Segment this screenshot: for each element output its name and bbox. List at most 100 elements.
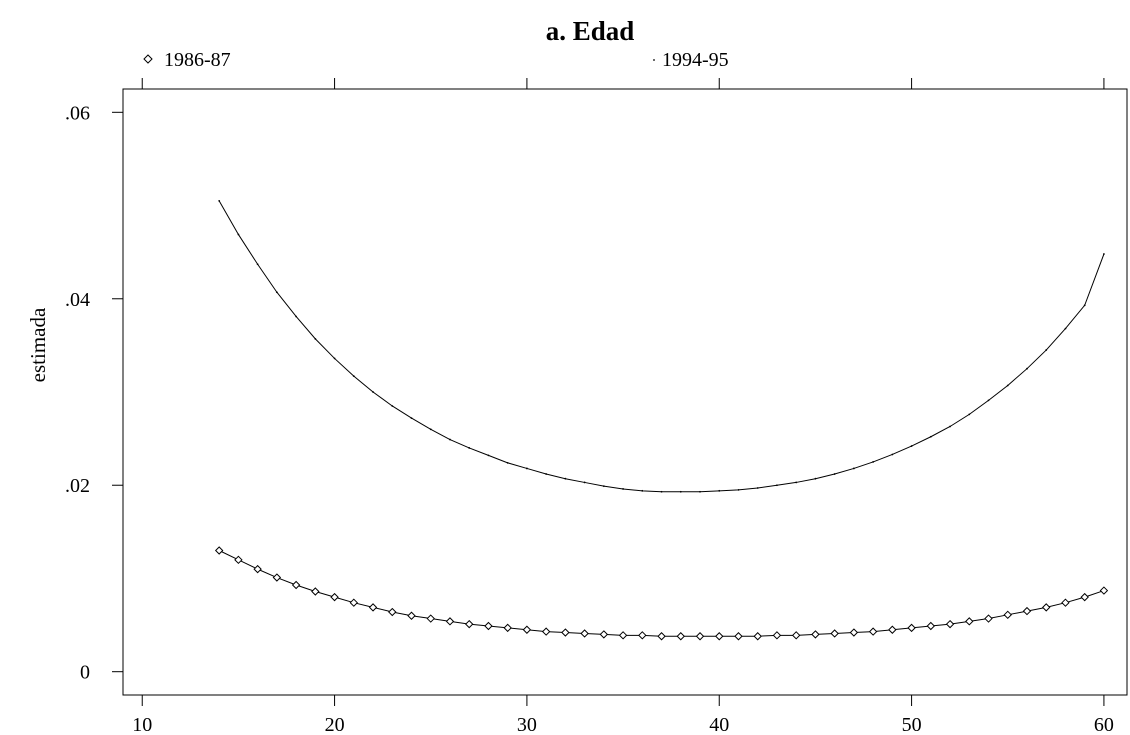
data-point-1994-95-37 [660, 490, 663, 493]
data-point-1994-95-20 [333, 357, 336, 360]
data-point-1994-95-29 [506, 461, 509, 464]
data-point-1994-95-39 [699, 490, 701, 493]
data-point-1994-95-50 [910, 445, 913, 447]
data-point-1986-87-22 [368, 603, 378, 612]
data-point-1986-87-23 [388, 607, 397, 617]
data-point-1986-87-33 [580, 629, 589, 638]
series-line-1994-95 [218, 200, 1105, 493]
data-point-1994-95-52 [949, 425, 951, 428]
y-tick-label-.04: .04 [65, 289, 90, 311]
data-point-1986-87-15 [234, 555, 243, 565]
data-point-1986-87-56 [1022, 606, 1032, 616]
data-point-1986-87-14 [214, 546, 224, 555]
y-tick-label-.02: .02 [65, 475, 90, 497]
x-tick-label-60: 60 [1094, 714, 1114, 735]
data-point-1986-87-24 [407, 611, 416, 620]
data-point-1994-95-31 [545, 473, 548, 475]
data-point-1994-95-26 [449, 438, 451, 441]
legend-marker-1994-95 [653, 59, 655, 61]
y-axis-tick-labels: 0 .02 .04 .06 [65, 102, 90, 683]
data-point-1986-87-57 [1042, 603, 1051, 612]
data-point-1986-87-54 [984, 614, 993, 623]
legend-label-1986-87: 1986-87 [164, 49, 231, 71]
data-point-1994-95-28 [487, 454, 490, 457]
data-point-1994-95-21 [352, 375, 355, 378]
data-point-1986-87-16 [253, 564, 262, 574]
series-layer [214, 199, 1109, 641]
data-point-1986-87-50 [907, 623, 916, 633]
data-point-1994-95-47 [852, 467, 855, 470]
data-point-1994-95-30 [526, 467, 528, 470]
data-point-1994-95-18 [295, 315, 298, 318]
data-point-1994-95-36 [641, 489, 644, 492]
data-point-1994-95-49 [891, 453, 894, 456]
y-tick-label-.06: .06 [65, 102, 90, 124]
data-point-1994-95-16 [256, 263, 259, 266]
data-point-1986-87-60 [1099, 586, 1109, 595]
data-point-1994-95-40 [718, 489, 721, 492]
data-point-1994-95-54 [987, 399, 990, 402]
data-point-1986-87-25 [426, 614, 435, 623]
y-axis-ticks [112, 111, 123, 673]
data-point-1986-87-26 [445, 617, 455, 626]
data-point-1986-87-48 [868, 627, 878, 636]
data-point-1994-95-56 [1026, 367, 1028, 370]
data-point-1986-87-36 [638, 631, 647, 640]
data-point-1994-95-53 [968, 413, 971, 416]
data-point-1986-87-43 [772, 631, 782, 640]
data-point-1986-87-46 [830, 629, 839, 638]
data-point-1986-87-37 [657, 632, 666, 641]
data-point-1986-87-39 [695, 632, 705, 641]
data-point-1994-95-55 [1006, 384, 1009, 387]
data-point-1994-95-51 [929, 435, 932, 438]
data-point-1994-95-42 [756, 487, 759, 489]
data-point-1994-95-48 [872, 461, 875, 463]
data-point-1986-87-53 [965, 617, 974, 626]
legend-label-1994-95: 1994-95 [662, 49, 729, 71]
y-axis-label: estimada [26, 307, 50, 382]
x-tick-label-50: 50 [902, 714, 922, 735]
data-point-1986-87-38 [676, 632, 685, 641]
data-point-1994-95-34 [602, 485, 605, 488]
data-point-1986-87-32 [561, 628, 570, 637]
data-point-1986-87-47 [849, 628, 859, 637]
x-tick-label-10: 10 [132, 714, 152, 735]
data-point-1986-87-41 [734, 632, 743, 641]
data-point-1994-95-38 [679, 490, 682, 493]
x-tick-label-30: 30 [517, 714, 537, 735]
data-point-1986-87-55 [1003, 610, 1012, 620]
data-point-1994-95-22 [372, 391, 374, 393]
data-point-1986-87-52 [945, 619, 955, 629]
data-point-1994-95-60 [1103, 253, 1105, 255]
legend-marker-1986-87 [143, 54, 153, 64]
data-point-1994-95-35 [622, 488, 624, 490]
data-point-1986-87-49 [888, 625, 897, 634]
data-point-1986-87-45 [811, 630, 820, 639]
data-point-1994-95-24 [410, 417, 413, 420]
x-axis-ticks [141, 78, 1105, 706]
data-point-1994-95-23 [391, 405, 394, 407]
data-point-1994-95-27 [468, 447, 471, 449]
data-point-1994-95-45 [814, 477, 817, 480]
data-point-1986-87-27 [464, 619, 474, 629]
plot-area-frame [122, 88, 1128, 696]
data-point-1994-95-57 [1045, 349, 1048, 351]
data-point-1986-87-35 [618, 631, 628, 640]
data-point-1986-87-58 [1061, 598, 1070, 607]
data-point-1986-87-51 [926, 621, 936, 631]
data-point-1986-87-29 [503, 623, 512, 633]
x-tick-label-20: 20 [325, 714, 345, 735]
chart-title: a. Edad [546, 16, 635, 46]
data-point-1986-87-40 [715, 632, 724, 641]
data-point-1994-95-43 [776, 484, 778, 487]
data-point-1994-95-17 [275, 291, 278, 294]
data-point-1986-87-17 [272, 573, 282, 582]
data-point-1986-87-21 [349, 598, 359, 607]
data-point-1986-87-34 [599, 630, 609, 639]
legend: 1986-87 1994-95 [143, 49, 729, 71]
data-point-1986-87-59 [1080, 592, 1089, 602]
x-tick-label-40: 40 [709, 714, 729, 735]
data-point-1994-95-59 [1083, 304, 1086, 307]
data-point-1994-95-46 [833, 473, 836, 475]
